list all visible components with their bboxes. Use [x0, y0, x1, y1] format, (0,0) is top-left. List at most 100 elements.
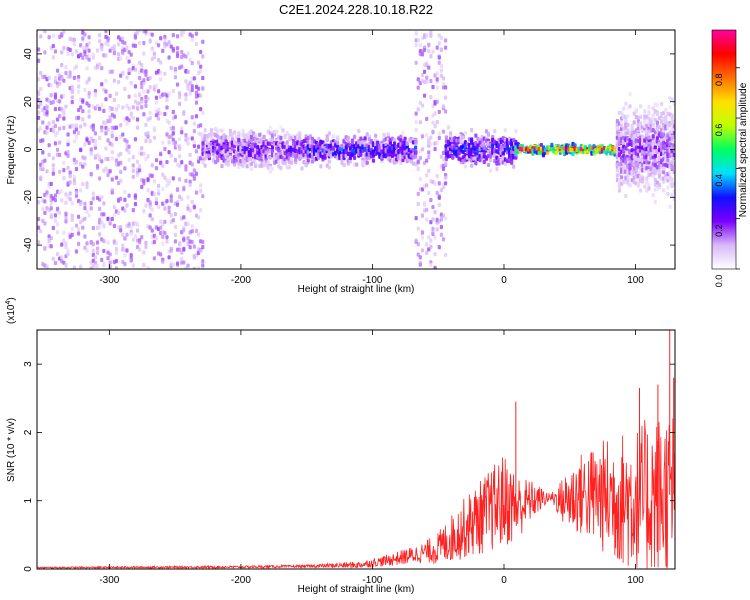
spectrogram-cell [186, 263, 190, 268]
spectrogram-cell [66, 132, 70, 137]
spectrogram-cell [100, 45, 104, 50]
spectrogram-cell [66, 165, 70, 171]
spectrogram-cell [70, 52, 74, 57]
spectrogram-cell [98, 176, 102, 181]
spectrogram-cell [439, 63, 443, 68]
spectrogram-cell [201, 239, 205, 245]
spectrogram-cell [672, 119, 675, 125]
spectrogram-cell [266, 160, 270, 165]
spectrogram-cell [495, 166, 499, 172]
spectrogram-cell [431, 120, 435, 125]
spectrogram-cell [178, 137, 182, 142]
spectrogram-cell [184, 79, 188, 84]
spectrogram-cell [196, 60, 201, 65]
spectrogram-cell [85, 209, 89, 215]
spectrogram-cell [171, 218, 175, 223]
spectrogram-cell [199, 93, 203, 98]
spectrogram-cell [196, 232, 201, 237]
spectrogram-cell [106, 38, 110, 43]
spectrogram-cell [184, 54, 188, 59]
spectrogram-cell [159, 152, 163, 157]
spectrogram-cell [41, 120, 45, 125]
spectrogram-cell [98, 135, 102, 141]
spectrogram-cell [79, 264, 83, 269]
spectrogram-cell [620, 131, 624, 136]
spectrogram-cell [161, 259, 165, 264]
spectrogram-cell [173, 114, 178, 119]
spectrogram-cell [154, 166, 159, 171]
spectrogram-cell [414, 43, 418, 48]
spectrogram-cell [156, 43, 161, 48]
spectrogram-cell [431, 49, 435, 54]
spectrogram-cell [184, 178, 188, 183]
spectrogram-cell [655, 111, 659, 117]
spectrogram-cell [433, 265, 437, 269]
spectrogram-cell [142, 78, 146, 83]
spectrogram-cell [125, 232, 129, 237]
spectrogram-cell [638, 114, 643, 119]
spectrogram-cell [175, 202, 180, 207]
spectrogram-cell [666, 185, 670, 190]
spectrogram-cell [203, 128, 207, 133]
spectrogram-cell [510, 141, 514, 146]
spectrogram-cell [437, 194, 441, 199]
spectrogram-cell [74, 193, 79, 198]
spectrogram-cell [49, 244, 53, 249]
spectrogram-cell [72, 265, 76, 269]
spectrogram-cell [199, 123, 203, 128]
spectrogram-cell [199, 64, 203, 69]
spectrogram-cell [74, 134, 79, 139]
spectrogram-cell [100, 159, 104, 164]
spectrogram-cell [85, 241, 89, 246]
spectrogram-cell [131, 155, 135, 160]
spectrogram-cell [112, 114, 116, 119]
spectrogram-cell [70, 213, 74, 218]
spectrogram-cell [154, 83, 159, 88]
spectrogram-cell [196, 266, 201, 269]
spectrogram-y-ticks: -40 -20 0 20 40 [23, 48, 675, 252]
spectrogram-cell [144, 30, 148, 34]
spectrogram-cell [258, 132, 262, 137]
spectrogram-cell [441, 76, 446, 81]
spectrogram-cell [249, 166, 254, 172]
spectrogram-cell [167, 40, 171, 45]
spectrogram-cell [146, 188, 150, 193]
spectrogram-cell [167, 91, 171, 96]
spectrogram-cell [416, 38, 420, 43]
spectrogram-cell [554, 151, 558, 156]
spectrogram-cell [91, 248, 95, 253]
spectrogram-cell [171, 110, 175, 115]
spectrogram-cell [138, 41, 142, 46]
spectrogram-cell [93, 131, 98, 136]
spectrogram-cell [138, 93, 142, 98]
spectrogram-cell [148, 213, 152, 218]
snr-series-line [37, 418, 675, 569]
spectrogram-cell [429, 78, 433, 84]
spectrogram-cell [108, 260, 112, 265]
spectrogram-cell [123, 208, 127, 213]
spectrogram-cell [175, 187, 180, 192]
spectrogram-cell [175, 34, 180, 39]
spectrogram-cell [104, 30, 108, 34]
spectrogram-cell [435, 190, 439, 196]
spectrogram-cell [142, 262, 146, 268]
spectrogram-cell [355, 162, 359, 167]
spectrogram-cell [125, 139, 129, 144]
spectrogram-cell [431, 230, 435, 235]
spectrogram-cell [199, 107, 203, 112]
spectrogram-cell [192, 244, 196, 249]
spectrogram-cell [277, 159, 281, 165]
spectrogram-cell [175, 53, 180, 59]
spectrogram-cell [37, 58, 41, 63]
spectrogram-cell [83, 234, 87, 239]
spectrogram-cell [95, 264, 100, 269]
spectrogram-cell [112, 44, 116, 49]
spectrogram-cell [643, 184, 647, 189]
spectrogram-cell [142, 181, 146, 186]
spectrogram-cell [91, 191, 95, 196]
spectrogram-cell [125, 248, 129, 253]
spectrogram-cell [87, 213, 91, 218]
spectrogram-cell [165, 239, 169, 244]
spectrogram-cell [201, 39, 205, 44]
spectrogram-cell [620, 110, 624, 116]
